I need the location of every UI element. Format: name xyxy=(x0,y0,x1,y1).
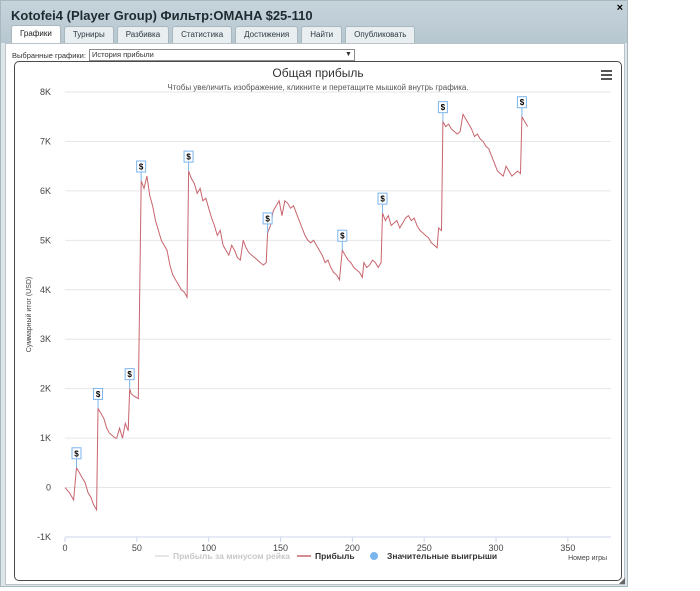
y-tick-label: 5K xyxy=(40,235,51,245)
big-win-flag[interactable] xyxy=(136,160,147,173)
resize-handle-icon[interactable]: ◢ xyxy=(618,576,625,585)
x-tick-label: 0 xyxy=(62,543,67,553)
tab-2[interactable]: Разбивка xyxy=(116,26,170,43)
chart-selector-dropdown[interactable]: История прибыли ▼ xyxy=(88,49,355,61)
big-win-flag[interactable] xyxy=(93,387,104,400)
tab-3[interactable]: Статистика xyxy=(172,26,233,43)
big-win-flag-label: $ xyxy=(127,370,132,379)
big-win-flag-label: $ xyxy=(74,449,79,458)
big-win-flag-label: $ xyxy=(139,163,144,172)
y-axis-label: Суммарный итог (USD) xyxy=(25,277,33,353)
big-win-flag[interactable] xyxy=(183,150,194,163)
x-tick-label: 200 xyxy=(345,543,360,553)
chart-container[interactable]: -1K 0 1K 2K 3K 4K 5K 6K 7K 8K 0 50 100 150 200 250 300 35… xyxy=(14,61,622,581)
y-tick-label: 2K xyxy=(40,384,51,394)
y-tick-label: 4K xyxy=(40,285,51,295)
big-win-flag-label: $ xyxy=(96,390,101,399)
big-win-flag-label: $ xyxy=(186,153,191,162)
x-tick-label: 300 xyxy=(489,543,504,553)
close-icon[interactable]: × xyxy=(616,2,623,14)
window-title: Kotofei4 (Player Group) Фильтр:OMAHA $25… xyxy=(11,8,313,23)
big-win-flag[interactable] xyxy=(337,229,348,242)
chart-title: Общая прибыль xyxy=(272,66,363,80)
tab-5[interactable]: Найти xyxy=(301,26,343,43)
legend-item-label[interactable]: Прибыль за минусом рейка xyxy=(173,551,290,561)
big-win-flag-label: $ xyxy=(380,195,385,204)
chart-subtitle: Чтобы увеличить изображение, кликните и … xyxy=(167,83,468,92)
x-tick-label: 350 xyxy=(560,543,575,553)
profit-chart[interactable]: -1K 0 1K 2K 3K 4K 5K 6K 7K 8K 0 50 100 150 200 250 300 35… xyxy=(15,62,621,580)
big-win-flag[interactable] xyxy=(124,368,135,381)
big-win-flag[interactable] xyxy=(377,192,388,205)
y-tick-label: -1K xyxy=(37,532,51,542)
big-win-flag[interactable] xyxy=(71,447,82,460)
big-win-flag-label: $ xyxy=(441,103,446,112)
y-tick-label: 8K xyxy=(40,87,51,97)
x-axis-label: Номер игры xyxy=(568,555,607,562)
y-tick-label: 3K xyxy=(40,334,51,344)
x-tick-label: 150 xyxy=(273,543,288,553)
big-win-flag-label: $ xyxy=(265,214,270,223)
x-tick-label: 50 xyxy=(132,543,142,553)
tab-1[interactable]: Турниры xyxy=(63,26,114,43)
tab-6[interactable]: Опубликовать xyxy=(345,26,416,43)
legend-item-label[interactable]: Прибыль xyxy=(315,551,355,561)
big-win-flag[interactable] xyxy=(516,96,527,109)
x-tick-label: 250 xyxy=(417,543,432,553)
tab-0[interactable]: Графики xyxy=(11,25,61,44)
chevron-down-icon: ▼ xyxy=(345,51,352,58)
report-window: Kotofei4 (Player Group) Фильтр:OMAHA $25… xyxy=(0,0,628,587)
chart-menu-icon[interactable] xyxy=(601,70,612,80)
y-tick-label: 7K xyxy=(40,136,51,146)
big-win-flag-label: $ xyxy=(520,98,525,107)
legend-item-label[interactable]: Значительные выигрыши xyxy=(387,551,497,561)
tab-bar: Графики Турниры Разбивка Статистика Достижен… xyxy=(11,25,416,44)
x-tick-label: 100 xyxy=(201,543,216,553)
y-tick-label: 6K xyxy=(40,186,51,196)
big-win-flag[interactable] xyxy=(262,212,273,225)
legend-symbol[interactable] xyxy=(370,552,378,560)
chart-selector-label: Выбранные графики: xyxy=(12,50,86,60)
chart-selector-value: История прибыли xyxy=(91,50,154,59)
tab-4[interactable]: Достижения xyxy=(235,26,299,43)
graphs-panel: Выбранные графики: История прибыли ▼ -1K… xyxy=(5,43,625,585)
chart-selector-row: Выбранные графики: История прибыли ▼ xyxy=(12,49,355,61)
title-bar: Kotofei4 (Player Group) Фильтр:OMAHA $25… xyxy=(1,1,627,44)
big-win-flag[interactable] xyxy=(437,101,448,114)
profit-series-line xyxy=(64,112,529,512)
y-tick-label: 0 xyxy=(46,483,51,493)
big-win-flag-label: $ xyxy=(340,232,345,241)
y-tick-label: 1K xyxy=(40,433,51,443)
